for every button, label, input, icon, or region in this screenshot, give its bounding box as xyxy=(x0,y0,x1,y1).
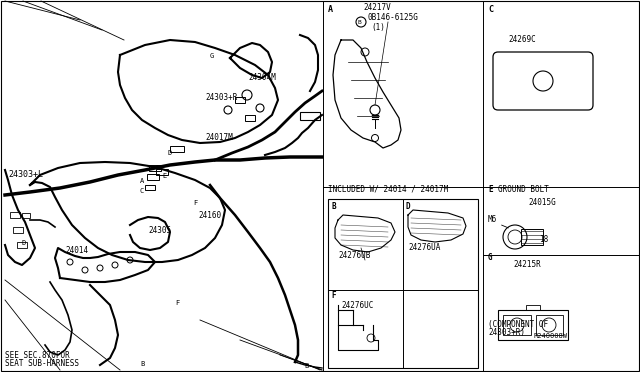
Bar xyxy=(328,199,478,368)
Text: 24276UA: 24276UA xyxy=(408,243,440,252)
Text: E: E xyxy=(155,165,159,171)
Bar xyxy=(245,115,255,121)
Text: 24276UB: 24276UB xyxy=(338,251,371,260)
Text: 24276UC: 24276UC xyxy=(341,301,373,310)
Text: SEAT SUB-HARNESS: SEAT SUB-HARNESS xyxy=(5,359,79,368)
Text: (COMPONENT OF: (COMPONENT OF xyxy=(488,320,548,329)
Bar xyxy=(526,305,540,310)
Bar xyxy=(149,165,161,171)
Text: 24014: 24014 xyxy=(65,246,88,255)
Text: INCLUDED W/ 24014 / 24017M: INCLUDED W/ 24014 / 24017M xyxy=(328,185,448,194)
Text: G: G xyxy=(210,53,214,59)
Text: 24303+L: 24303+L xyxy=(8,170,43,179)
Text: F: F xyxy=(193,200,197,206)
Bar xyxy=(10,212,20,218)
Bar xyxy=(17,242,27,248)
Bar xyxy=(170,146,184,152)
Bar xyxy=(235,97,245,103)
Text: B: B xyxy=(140,361,144,367)
Text: 24215R: 24215R xyxy=(513,260,541,269)
Text: M6: M6 xyxy=(488,215,497,224)
Text: E: E xyxy=(488,185,493,194)
Text: 24303+R: 24303+R xyxy=(205,93,237,102)
Text: 18: 18 xyxy=(539,235,548,244)
Text: A: A xyxy=(140,178,144,184)
Text: B: B xyxy=(304,363,308,369)
Text: C: C xyxy=(140,188,144,194)
Bar xyxy=(147,174,159,180)
Text: R240008W: R240008W xyxy=(533,333,567,339)
Text: 24304M: 24304M xyxy=(248,73,276,82)
Text: C: C xyxy=(488,5,493,14)
Text: 24015G: 24015G xyxy=(528,198,556,207)
Text: F: F xyxy=(331,291,335,300)
Text: 24017M: 24017M xyxy=(205,133,233,142)
Text: 24269C: 24269C xyxy=(508,35,536,44)
Bar xyxy=(536,315,563,335)
Bar xyxy=(145,185,155,190)
Text: D: D xyxy=(406,202,411,211)
Text: F: F xyxy=(175,300,179,306)
Text: SEE SEC.870FOR: SEE SEC.870FOR xyxy=(5,351,70,360)
Text: D: D xyxy=(168,150,172,156)
Text: G: G xyxy=(488,253,493,262)
Bar xyxy=(498,310,568,340)
Text: GROUND BOLT: GROUND BOLT xyxy=(498,185,549,194)
Bar xyxy=(156,169,168,175)
Text: 24305: 24305 xyxy=(148,226,171,235)
Text: B: B xyxy=(358,20,362,26)
Text: D: D xyxy=(22,240,26,246)
Text: 24160: 24160 xyxy=(198,211,221,220)
Text: 24303+R): 24303+R) xyxy=(488,328,525,337)
Bar xyxy=(521,229,543,245)
Bar xyxy=(22,213,30,218)
Text: B: B xyxy=(331,202,335,211)
Text: 24217V: 24217V xyxy=(363,3,391,12)
Bar xyxy=(300,112,320,120)
Bar xyxy=(503,315,531,335)
Text: A: A xyxy=(328,5,333,14)
Text: (1): (1) xyxy=(371,23,385,32)
Text: 0B146-6125G: 0B146-6125G xyxy=(368,13,419,22)
Text: E: E xyxy=(162,173,166,179)
Bar xyxy=(13,227,23,233)
